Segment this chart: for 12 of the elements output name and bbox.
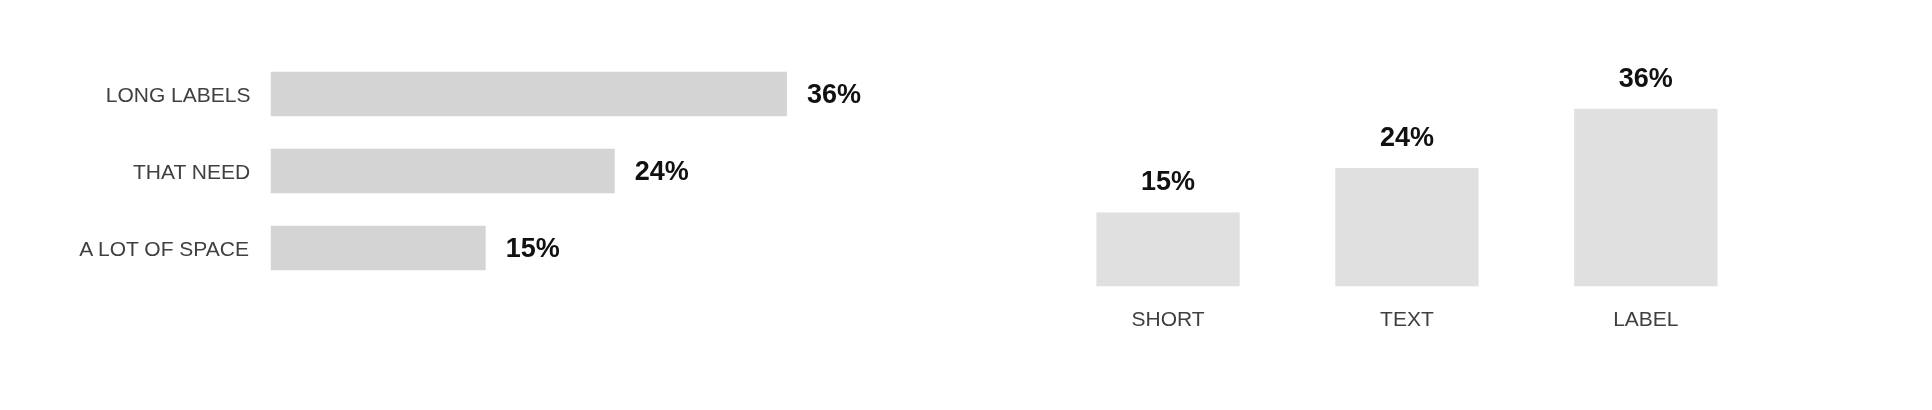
- y-tick-label: THAT NEED: [133, 159, 251, 183]
- data-label: 36%: [1618, 62, 1673, 93]
- data-label: 36%: [806, 79, 861, 109]
- x-tick-label: LABEL: [1613, 306, 1679, 330]
- data-label: 15%: [1141, 166, 1196, 197]
- data-label: 15%: [505, 233, 560, 263]
- y-tick-label: LONG LABELS: [105, 82, 251, 106]
- y-tick-label: A LOT OF SPACE: [79, 236, 249, 260]
- x-tick-label: TEXT: [1380, 306, 1434, 330]
- data-label: 24%: [1379, 122, 1434, 153]
- data-label: 24%: [634, 156, 689, 186]
- x-tick-label: SHORT: [1131, 306, 1205, 330]
